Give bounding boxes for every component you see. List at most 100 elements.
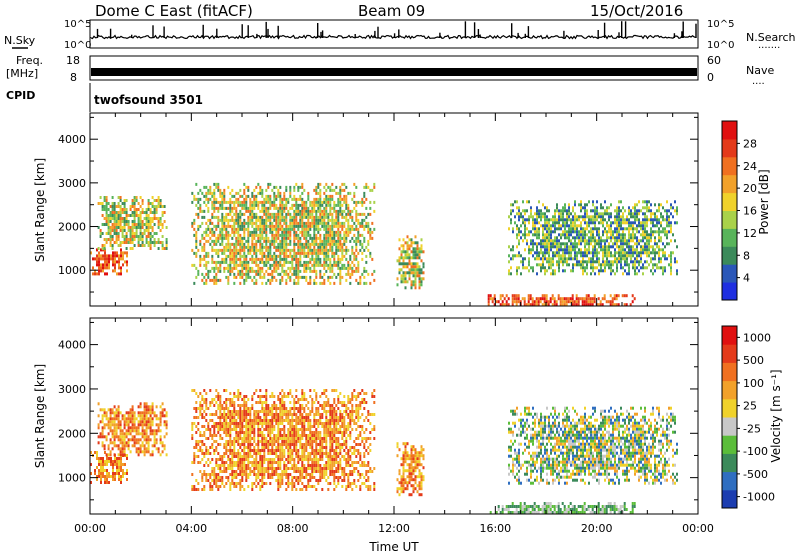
echo-cell [319,236,322,240]
echo-cell [608,260,610,264]
echo-cell [357,281,360,285]
echo-cell [327,212,330,216]
echo-cell [147,420,150,424]
echo-cell [349,275,352,279]
echo-cell [544,248,546,252]
echo-cell [652,245,654,249]
echo-cell [213,470,216,473]
echo-cell [149,453,152,457]
echo-cell [243,278,246,282]
echo-cell [566,251,568,255]
echo-cell [255,245,258,249]
echo-cell [125,429,128,433]
echo-cell [273,251,276,255]
echo-cell [227,467,230,470]
echo-cell [311,215,314,219]
echo-cell [600,221,602,225]
echo-cell [247,206,250,210]
echo-cell [126,263,128,267]
echo-cell [269,251,272,255]
echo-cell [125,208,128,211]
echo-cell [233,266,236,270]
echo-cell [369,230,372,234]
echo-cell [599,303,602,307]
echo-cell [110,254,112,258]
echo-cell [275,194,278,198]
echo-cell [109,429,112,433]
echo-cell [307,254,310,258]
echo-cell [548,236,550,240]
echo-cell [227,230,230,234]
echo-cell [297,209,300,213]
echo-cell [131,411,134,415]
echo-cell [147,405,150,409]
echo-cell [120,251,122,255]
echo-cell [253,275,256,279]
echo-cell [612,230,614,234]
echo-cell [209,446,212,449]
echo-cell [293,218,296,222]
echo-cell [105,211,108,214]
echo-cell [365,281,368,285]
echo-cell [624,221,626,225]
echo-cell [309,251,312,255]
echo-cell [113,438,116,442]
echo-cell [105,423,108,427]
echo-cell [558,212,560,216]
echo-cell [207,239,210,243]
echo-cell [119,450,122,454]
echo-cell [251,221,254,225]
echo-cell [251,212,254,216]
echo-cell [103,208,106,211]
echo-cell [527,297,530,301]
echo-cell [339,200,342,204]
echo-cell [137,423,140,427]
echo-cell [213,482,216,485]
echo-cell [628,242,630,246]
echo-cell [113,229,116,232]
log-bottom-right: 10^0 [707,40,734,51]
echo-cell [261,242,264,246]
echo-cell [327,236,330,240]
echo-cell [111,238,114,241]
echo-cell [412,253,415,257]
echo-cell [305,278,308,282]
echo-cell [98,272,100,276]
echo-cell [107,202,110,205]
echo-cell [233,263,236,267]
echo-cell [227,245,230,249]
power-ylabel: Slant Range [km] [33,158,47,262]
echo-cell [221,470,224,473]
echo-cell [590,266,592,270]
echo-cell [501,303,504,307]
echo-cell [634,251,636,255]
echo-cell [576,218,578,222]
echo-cell [331,248,334,252]
echo-cell [259,227,262,231]
echo-cell [512,257,514,261]
echo-cell [241,449,244,452]
echo-cell [127,223,130,226]
echo-cell [542,236,544,240]
echo-cell [586,260,588,264]
echo-cell [151,444,154,448]
echo-cell [585,303,588,307]
echo-cell [117,232,120,235]
echo-cell [125,241,128,244]
echo-cell [133,420,136,424]
echo-cell [638,254,640,258]
echo-cell [213,194,216,198]
echo-cell [564,233,566,237]
echo-cell [345,272,348,276]
echo-cell [530,212,532,216]
echo-cell [561,297,564,301]
echo-cell [532,245,534,249]
echo-cell [102,269,104,273]
echo-cell [520,254,522,258]
echo-cell [297,185,300,189]
echo-cell [588,218,590,222]
echo-cell [213,473,216,476]
echo-cell [329,230,332,234]
echo-cell [299,245,302,249]
echo-cell [545,300,548,304]
